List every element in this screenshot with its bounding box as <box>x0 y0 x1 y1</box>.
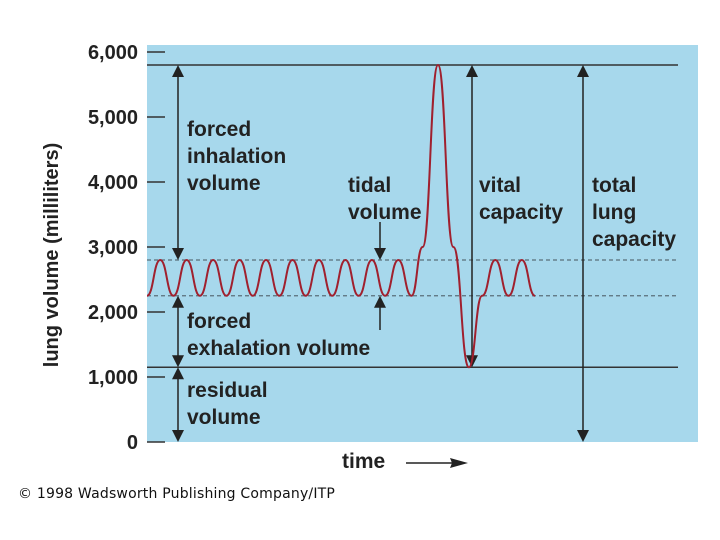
y-tick-label: 5,000 <box>88 107 138 129</box>
arrow-total-lung-capacity-head-up <box>577 65 589 77</box>
arrow-tidal-bottom-head <box>374 295 386 308</box>
y-tick-label: 2,000 <box>88 302 138 324</box>
y-tick-label: 1,000 <box>88 367 138 389</box>
breathing-trace <box>146 63 536 369</box>
arrow-total-lung-capacity-head-down <box>577 430 589 442</box>
arrow-residual-volume-head-down <box>172 430 184 442</box>
y-tick-label: 6,000 <box>88 42 138 64</box>
annotation-forced-inhalation: forced inhalation volume <box>187 118 292 195</box>
annotation-residual-volume: residual volume <box>187 379 273 429</box>
arrow-forced-exhalation-head-down <box>172 355 184 368</box>
annotation-tidal-volume: tidal volume <box>348 174 422 224</box>
y-tick-label: 3,000 <box>88 237 138 259</box>
arrow-vital-capacity-head-up <box>466 65 478 77</box>
y-tick-label: 0 <box>127 432 138 454</box>
y-axis-ticks: 6,000 5,000 4,000 3,000 2,000 1,000 0 <box>88 42 165 454</box>
y-tick-label: 4,000 <box>88 172 138 194</box>
arrow-forced-inhalation-head-down <box>172 248 184 260</box>
x-axis-label: time <box>342 450 385 473</box>
arrow-tidal-top-head <box>374 248 386 260</box>
y-axis-label: lung volume (milliliters) <box>41 143 63 367</box>
reference-lines <box>147 64 678 368</box>
plot-background <box>147 45 698 442</box>
arrow-residual-volume-head-up <box>172 367 184 380</box>
measurement-arrows <box>172 65 589 442</box>
annotation-vital-capacity: vital capacity <box>479 174 563 224</box>
copyright-credit: © 1998 Wadsworth Publishing Company/ITP <box>18 486 335 502</box>
arrow-forced-inhalation-head-up <box>172 65 184 77</box>
annotation-forced-exhalation: forced exhalation volume <box>187 310 370 360</box>
x-axis-arrow-icon <box>406 458 468 468</box>
arrow-forced-exhalation-head-up <box>172 295 184 308</box>
annotation-total-lung-capacity: total lung capacity <box>592 174 676 251</box>
